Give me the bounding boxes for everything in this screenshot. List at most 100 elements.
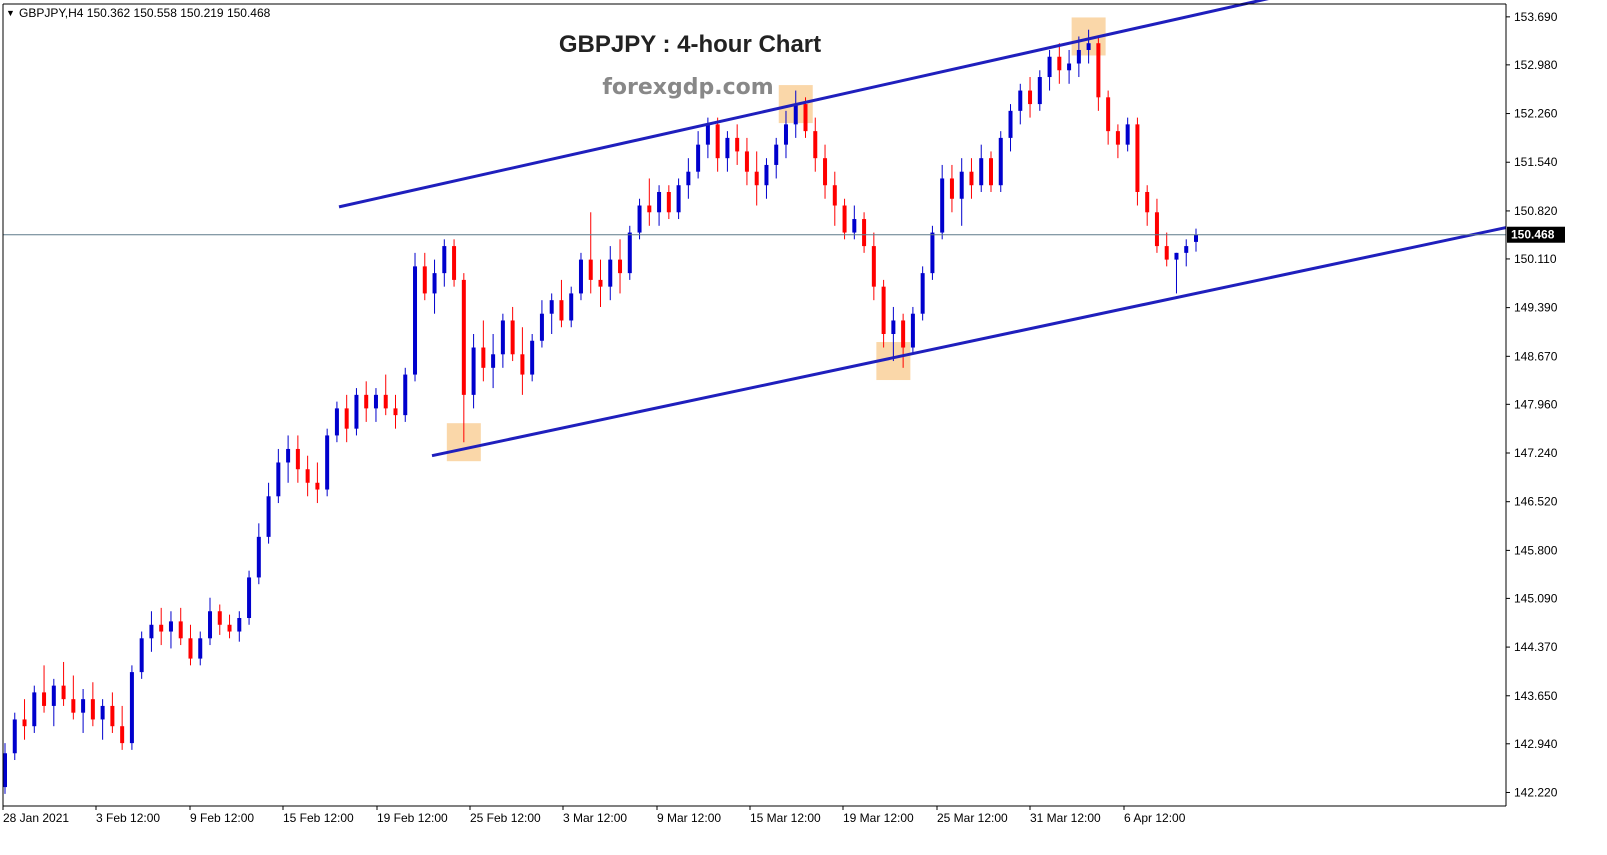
candle[interactable] — [110, 692, 115, 733]
candle[interactable] — [491, 333, 496, 389]
candle[interactable] — [901, 313, 906, 368]
candle[interactable] — [373, 388, 378, 422]
candle[interactable] — [1125, 117, 1130, 152]
upper-channel-line[interactable] — [338, 0, 1304, 209]
candle[interactable] — [588, 212, 593, 294]
candle[interactable] — [1047, 49, 1052, 91]
candle[interactable] — [715, 117, 720, 172]
candle[interactable] — [1076, 36, 1081, 78]
candle[interactable] — [1096, 36, 1101, 111]
candle[interactable] — [217, 604, 222, 635]
candle[interactable] — [862, 212, 867, 253]
candle[interactable] — [998, 131, 1003, 192]
candle[interactable] — [959, 158, 964, 226]
candle[interactable] — [1174, 252, 1179, 294]
candle[interactable] — [413, 252, 418, 382]
candle[interactable] — [32, 685, 37, 733]
candle[interactable] — [81, 689, 86, 733]
candle[interactable] — [823, 144, 828, 199]
candle[interactable] — [578, 252, 583, 301]
candle[interactable] — [520, 327, 525, 395]
candle[interactable] — [930, 225, 935, 280]
candle[interactable] — [881, 279, 886, 348]
candle[interactable] — [803, 97, 808, 138]
candle[interactable] — [559, 279, 564, 328]
candle[interactable] — [159, 607, 164, 646]
candle[interactable] — [1106, 90, 1111, 145]
candle[interactable] — [237, 611, 242, 642]
candle[interactable] — [461, 273, 466, 443]
candle[interactable] — [549, 293, 554, 334]
candle[interactable] — [452, 239, 457, 287]
candle[interactable] — [1115, 124, 1120, 159]
candle[interactable] — [598, 259, 603, 307]
candle[interactable] — [1028, 77, 1033, 118]
candle[interactable] — [813, 117, 818, 172]
candle[interactable] — [637, 198, 642, 240]
candle[interactable] — [666, 185, 671, 220]
candle[interactable] — [51, 678, 56, 727]
candle[interactable] — [325, 428, 330, 497]
candle[interactable] — [735, 124, 740, 165]
candle[interactable] — [530, 333, 535, 382]
candle[interactable] — [1086, 29, 1091, 64]
candle[interactable] — [725, 131, 730, 172]
candle[interactable] — [676, 178, 681, 220]
candle[interactable] — [198, 631, 203, 666]
candle[interactable] — [754, 151, 759, 206]
candle[interactable] — [3, 743, 7, 794]
candle[interactable] — [988, 151, 993, 192]
candle[interactable] — [403, 367, 408, 422]
candle[interactable] — [793, 90, 798, 138]
candle[interactable] — [354, 388, 359, 436]
candle[interactable] — [12, 712, 17, 761]
candle[interactable] — [979, 144, 984, 192]
candle[interactable] — [471, 333, 476, 409]
candle[interactable] — [393, 394, 398, 429]
candle[interactable] — [305, 455, 310, 497]
candle[interactable] — [910, 306, 915, 355]
candle[interactable] — [969, 158, 974, 199]
candle[interactable] — [442, 239, 447, 287]
candle[interactable] — [1057, 43, 1062, 84]
candle[interactable] — [1135, 117, 1140, 206]
candle[interactable] — [61, 661, 66, 706]
candle[interactable] — [647, 178, 652, 226]
candle[interactable] — [276, 448, 281, 504]
candle[interactable] — [1067, 49, 1072, 84]
candle[interactable] — [90, 682, 95, 727]
candle[interactable] — [149, 611, 154, 652]
candle[interactable] — [949, 164, 954, 213]
candle[interactable] — [1037, 70, 1042, 111]
candle[interactable] — [1184, 239, 1189, 267]
candle[interactable] — [168, 611, 173, 649]
symbol-arrow-icon[interactable]: ▼ — [6, 8, 15, 18]
candle[interactable] — [120, 705, 125, 750]
candle[interactable] — [315, 462, 320, 504]
candle[interactable] — [871, 232, 876, 301]
candle[interactable] — [227, 614, 232, 639]
candle[interactable] — [686, 158, 691, 199]
candle[interactable] — [1154, 198, 1159, 253]
candle[interactable] — [334, 401, 339, 443]
candle[interactable] — [539, 300, 544, 348]
candle[interactable] — [940, 164, 945, 240]
candle[interactable] — [891, 306, 896, 362]
candle[interactable] — [500, 313, 505, 368]
candle[interactable] — [783, 110, 788, 159]
candle[interactable] — [247, 570, 252, 625]
candle[interactable] — [618, 239, 623, 294]
candle[interactable] — [178, 607, 183, 646]
candle[interactable] — [920, 266, 925, 321]
candle[interactable] — [188, 624, 193, 666]
candle[interactable] — [422, 252, 427, 301]
lower-channel-line[interactable] — [431, 226, 1507, 458]
candle[interactable] — [627, 225, 632, 280]
candle[interactable] — [383, 374, 388, 416]
candle[interactable] — [364, 381, 369, 422]
candle[interactable] — [22, 699, 27, 740]
candle[interactable] — [100, 699, 105, 740]
candle[interactable] — [1145, 185, 1150, 226]
